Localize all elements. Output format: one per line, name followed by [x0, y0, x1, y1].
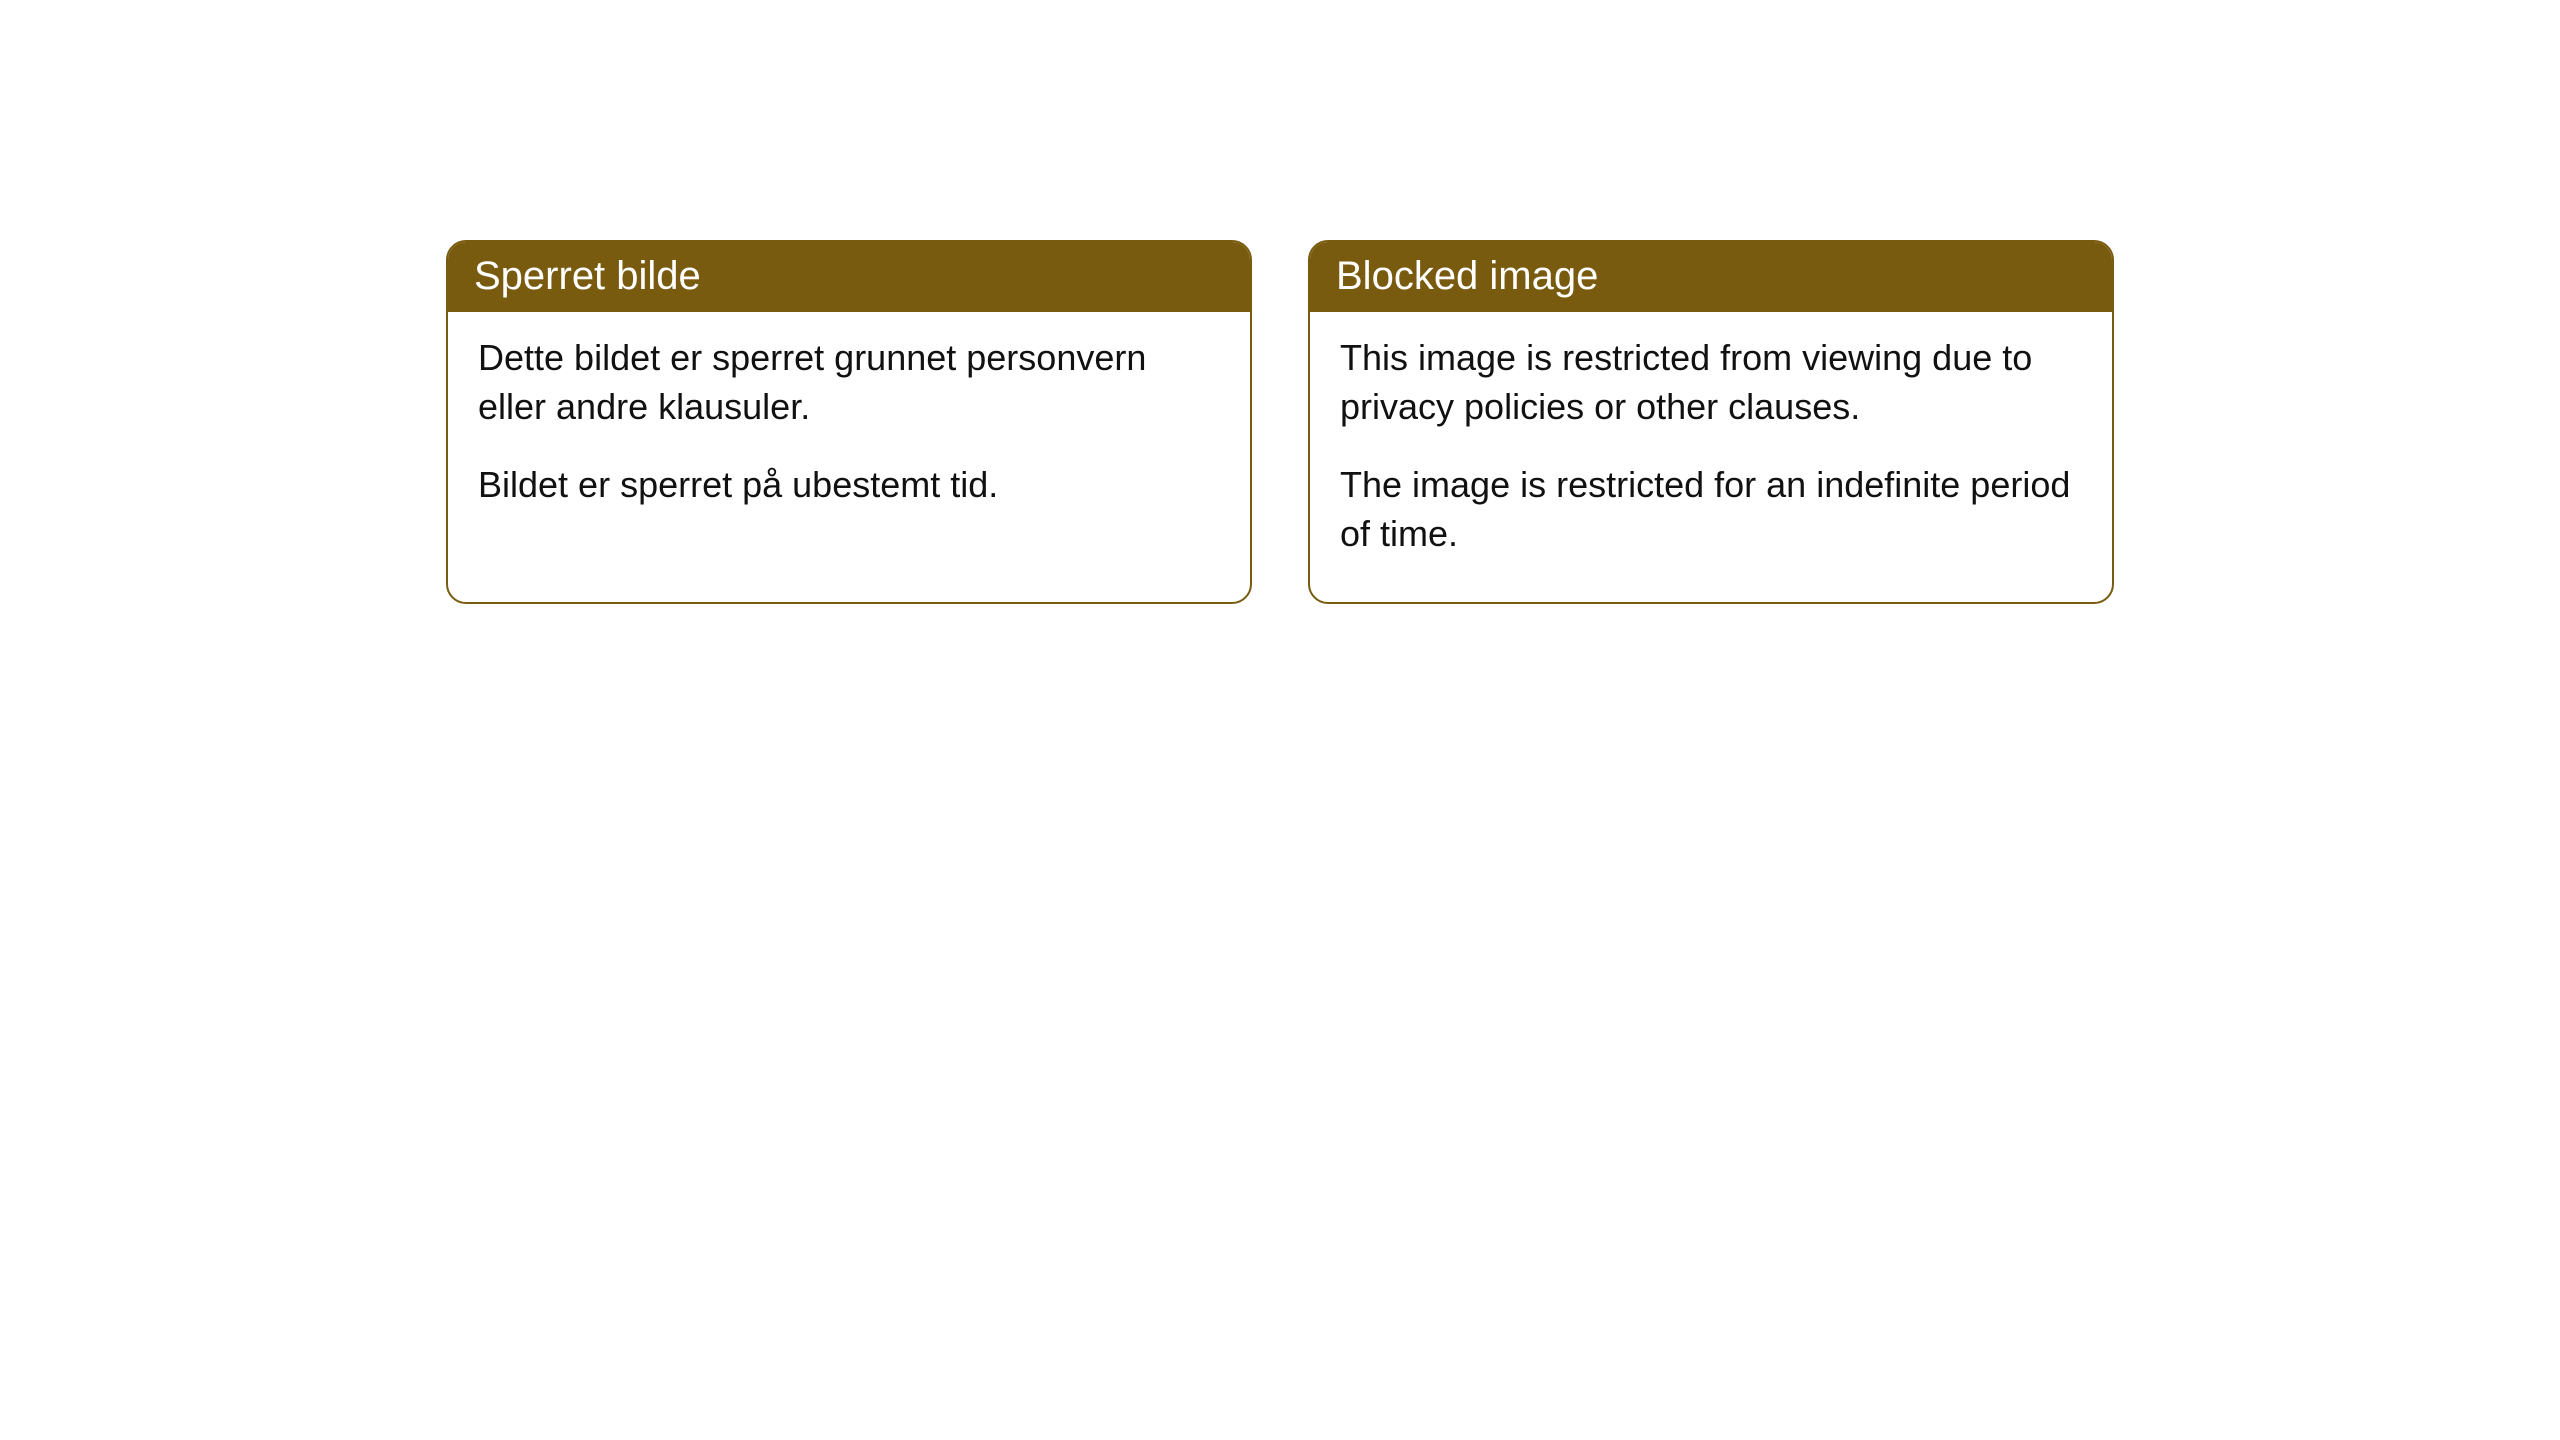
card-body-english: This image is restricted from viewing du…: [1310, 312, 2112, 602]
notice-text-english-2: The image is restricted for an indefinit…: [1340, 461, 2082, 558]
notice-cards-container: Sperret bilde Dette bildet er sperret gr…: [0, 240, 2560, 604]
notice-text-norwegian-1: Dette bildet er sperret grunnet personve…: [478, 334, 1220, 431]
notice-card-norwegian: Sperret bilde Dette bildet er sperret gr…: [446, 240, 1252, 604]
card-header-norwegian: Sperret bilde: [448, 242, 1250, 312]
card-body-norwegian: Dette bildet er sperret grunnet personve…: [448, 312, 1250, 554]
notice-text-english-1: This image is restricted from viewing du…: [1340, 334, 2082, 431]
card-header-english: Blocked image: [1310, 242, 2112, 312]
notice-card-english: Blocked image This image is restricted f…: [1308, 240, 2114, 604]
notice-text-norwegian-2: Bildet er sperret på ubestemt tid.: [478, 461, 1220, 510]
